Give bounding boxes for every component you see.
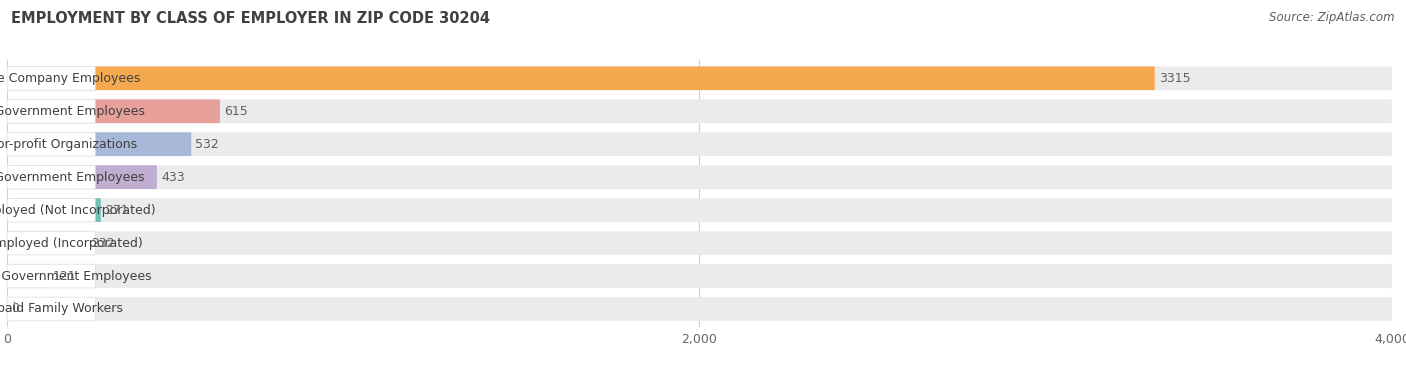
FancyBboxPatch shape xyxy=(7,99,96,123)
FancyBboxPatch shape xyxy=(7,165,96,189)
Text: Federal Government Employees: Federal Government Employees xyxy=(0,270,152,282)
FancyBboxPatch shape xyxy=(7,165,157,189)
FancyBboxPatch shape xyxy=(7,264,49,288)
FancyBboxPatch shape xyxy=(7,67,1392,90)
FancyBboxPatch shape xyxy=(7,198,1392,222)
FancyBboxPatch shape xyxy=(7,198,96,222)
FancyBboxPatch shape xyxy=(7,132,191,156)
FancyBboxPatch shape xyxy=(7,165,1392,189)
Text: Private Company Employees: Private Company Employees xyxy=(0,72,141,85)
Text: 0: 0 xyxy=(11,303,20,315)
Text: Self-Employed (Incorporated): Self-Employed (Incorporated) xyxy=(0,237,143,250)
Text: State Government Employees: State Government Employees xyxy=(0,171,145,183)
FancyBboxPatch shape xyxy=(7,297,1392,321)
Text: 121: 121 xyxy=(53,270,77,282)
Text: 532: 532 xyxy=(195,138,219,151)
Text: Local Government Employees: Local Government Employees xyxy=(0,105,145,118)
FancyBboxPatch shape xyxy=(7,231,1392,255)
Text: 433: 433 xyxy=(162,171,184,183)
FancyBboxPatch shape xyxy=(7,231,96,255)
Text: Unpaid Family Workers: Unpaid Family Workers xyxy=(0,303,122,315)
Text: 232: 232 xyxy=(91,237,115,250)
FancyBboxPatch shape xyxy=(7,231,87,255)
FancyBboxPatch shape xyxy=(7,99,219,123)
FancyBboxPatch shape xyxy=(7,264,96,288)
FancyBboxPatch shape xyxy=(7,67,96,90)
FancyBboxPatch shape xyxy=(7,198,101,222)
Text: 3315: 3315 xyxy=(1159,72,1191,85)
Text: Source: ZipAtlas.com: Source: ZipAtlas.com xyxy=(1270,11,1395,24)
Text: Self-Employed (Not Incorporated): Self-Employed (Not Incorporated) xyxy=(0,204,156,217)
FancyBboxPatch shape xyxy=(7,132,96,156)
Text: 615: 615 xyxy=(224,105,247,118)
Text: EMPLOYMENT BY CLASS OF EMPLOYER IN ZIP CODE 30204: EMPLOYMENT BY CLASS OF EMPLOYER IN ZIP C… xyxy=(11,11,491,26)
Text: Not-for-profit Organizations: Not-for-profit Organizations xyxy=(0,138,136,151)
FancyBboxPatch shape xyxy=(7,99,1392,123)
FancyBboxPatch shape xyxy=(7,67,1154,90)
Text: 271: 271 xyxy=(105,204,129,217)
FancyBboxPatch shape xyxy=(7,264,1392,288)
FancyBboxPatch shape xyxy=(7,132,1392,156)
FancyBboxPatch shape xyxy=(7,297,96,321)
